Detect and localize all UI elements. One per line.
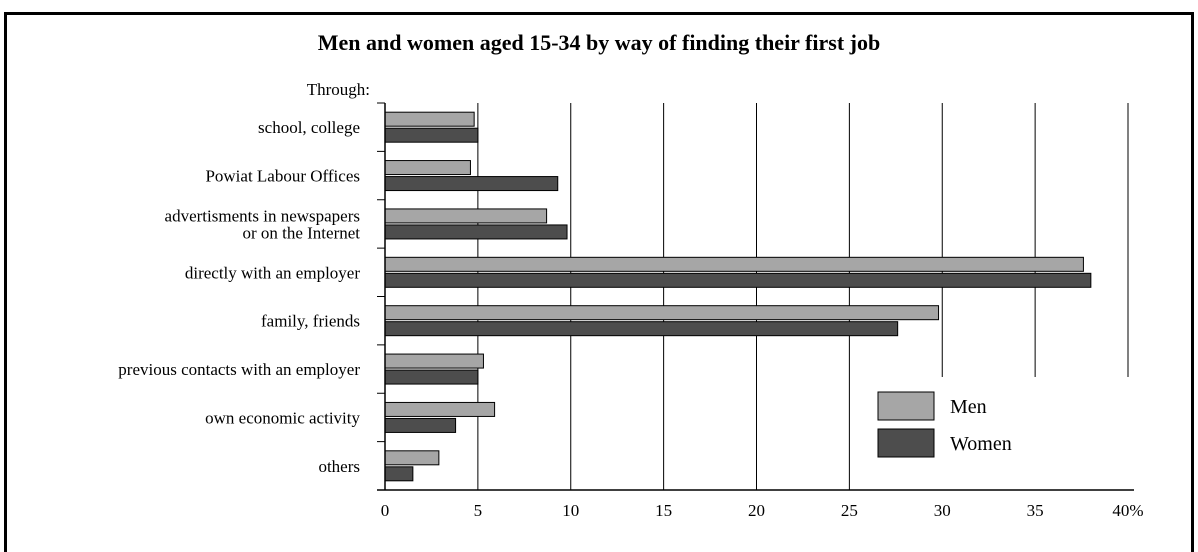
x-tick-label: 10 [562,501,579,520]
bar-women [384,127,479,143]
bar-women [384,321,899,337]
category-label: previous contacts with an employer [118,360,360,379]
axes [377,102,1134,491]
bar-men [384,208,548,224]
legend: Men Women [862,381,1132,471]
category-label: family, friends [261,312,360,331]
category-label: advertisments in newspapers [165,206,360,225]
x-tick-label: 0 [381,501,390,520]
category-prefix: Through: [307,80,370,99]
x-tick-label: 5 [474,501,483,520]
legend-label-women: Women [950,433,1012,455]
legend-label-men: Men [950,396,987,418]
chart-title: Men and women aged 15-34 by way of findi… [317,30,881,55]
x-tick-label: 40% [1112,501,1143,520]
legend-swatch-men [877,391,935,421]
x-tick-label: 25 [841,501,858,520]
bar-men [384,160,471,176]
grid-lines [477,103,1129,490]
x-tick-label: 20 [748,501,765,520]
category-labels: school, college Powiat Labour Offices adve… [118,118,360,476]
bar-women [384,224,568,240]
tick-labels: 0 5 10 15 20 25 30 35 40% [381,501,1144,520]
category-label: school, college [258,118,360,137]
category-label: directly with an employer [185,263,360,282]
bar-men [384,401,496,417]
category-label: own economic activity [205,408,360,427]
x-tick-label: 30 [934,501,951,520]
category-label: or on the Internet [242,223,360,242]
x-tick-label: 35 [1027,501,1044,520]
bar-women [384,417,457,433]
bar-men [384,111,475,127]
bar-men [384,353,484,369]
bar-women [384,369,479,385]
bar-men [384,450,440,466]
bar-women [384,272,1092,288]
category-label: Powiat Labour Offices [205,167,360,186]
bar-men [384,305,940,321]
bar-chart: Through: 0 5 10 15 20 25 30 35 40% school, colle… [118,80,1144,520]
chart-frame [4,12,1194,552]
bar-women [384,176,559,192]
x-tick-label: 15 [655,501,672,520]
legend-swatch-women [877,428,935,458]
category-label: others [318,457,360,476]
bar-men [384,256,1084,272]
bar-women [384,466,414,482]
